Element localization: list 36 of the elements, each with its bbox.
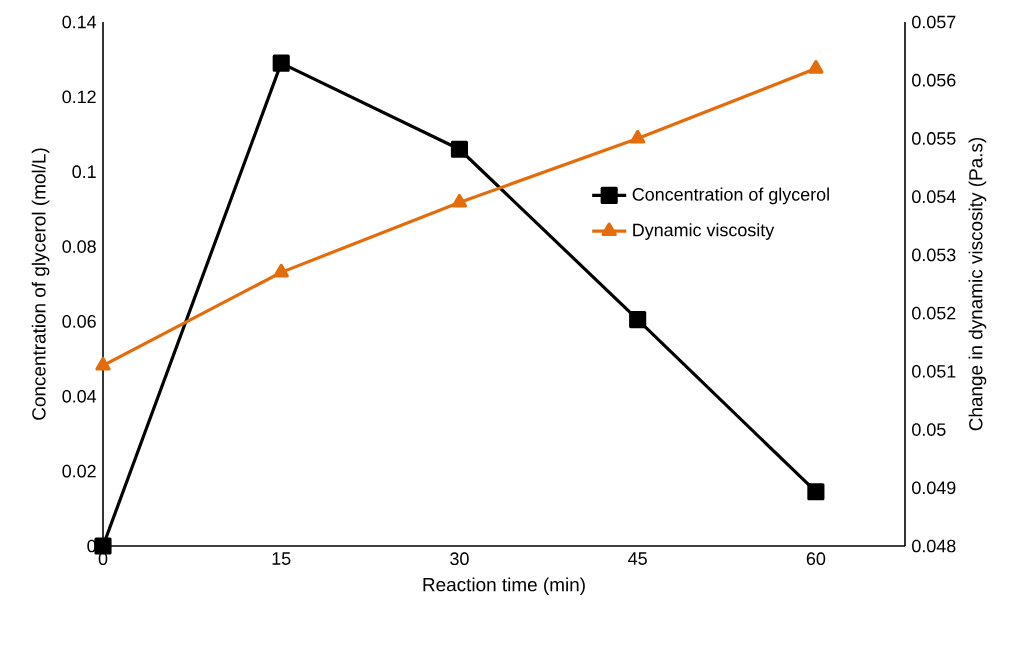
y-tick-label: 0.02 [62, 464, 96, 478]
legend-label: Dynamic viscosity [633, 223, 775, 240]
x-tick-label: 15 [272, 552, 291, 565]
y-tick-label: 0.04 [62, 389, 97, 403]
y-tick-label: 0.06 [62, 315, 96, 328]
x-tick-label: 30 [450, 552, 469, 566]
y2-tick-label: 0.056 [912, 73, 956, 87]
point [808, 60, 824, 74]
y2-tick-label: 0.05 [912, 423, 946, 436]
y2-tick-label: 0.049 [912, 481, 956, 495]
x-tick-label: 45 [628, 552, 647, 565]
y2-axis-title: Change in dynamic viscosity (Pa.s) [968, 137, 987, 431]
point [629, 310, 647, 329]
x-tick-label: 60 [806, 552, 826, 566]
point [94, 537, 112, 555]
point [451, 193, 468, 208]
point [272, 54, 290, 72]
y-tick-label: 0.08 [62, 240, 96, 253]
y2-tick-label: 0.051 [912, 364, 956, 378]
y-tick-label: 0.1 [72, 165, 96, 179]
y-axis-title: Concentration of glycerol (mol/L) [31, 148, 50, 420]
y2-tick-label: 0.048 [912, 539, 956, 553]
y2-tick-label: 0.052 [912, 306, 956, 320]
y-tick-label: 0.12 [62, 90, 96, 104]
y2-tick-label: 0.054 [912, 190, 956, 204]
y2-tick-label: 0.057 [912, 15, 956, 29]
point [95, 356, 111, 371]
point [450, 140, 469, 158]
point [630, 129, 646, 144]
point [807, 483, 825, 501]
x-axis-title: Reaction time (min) [423, 577, 585, 596]
y2-tick-label: 0.055 [912, 132, 956, 145]
y-tick-label: 0.14 [62, 15, 97, 29]
legend-label: Concentration of glycerol [632, 187, 829, 205]
point [273, 263, 289, 278]
y2-tick-label: 0.053 [912, 248, 956, 262]
